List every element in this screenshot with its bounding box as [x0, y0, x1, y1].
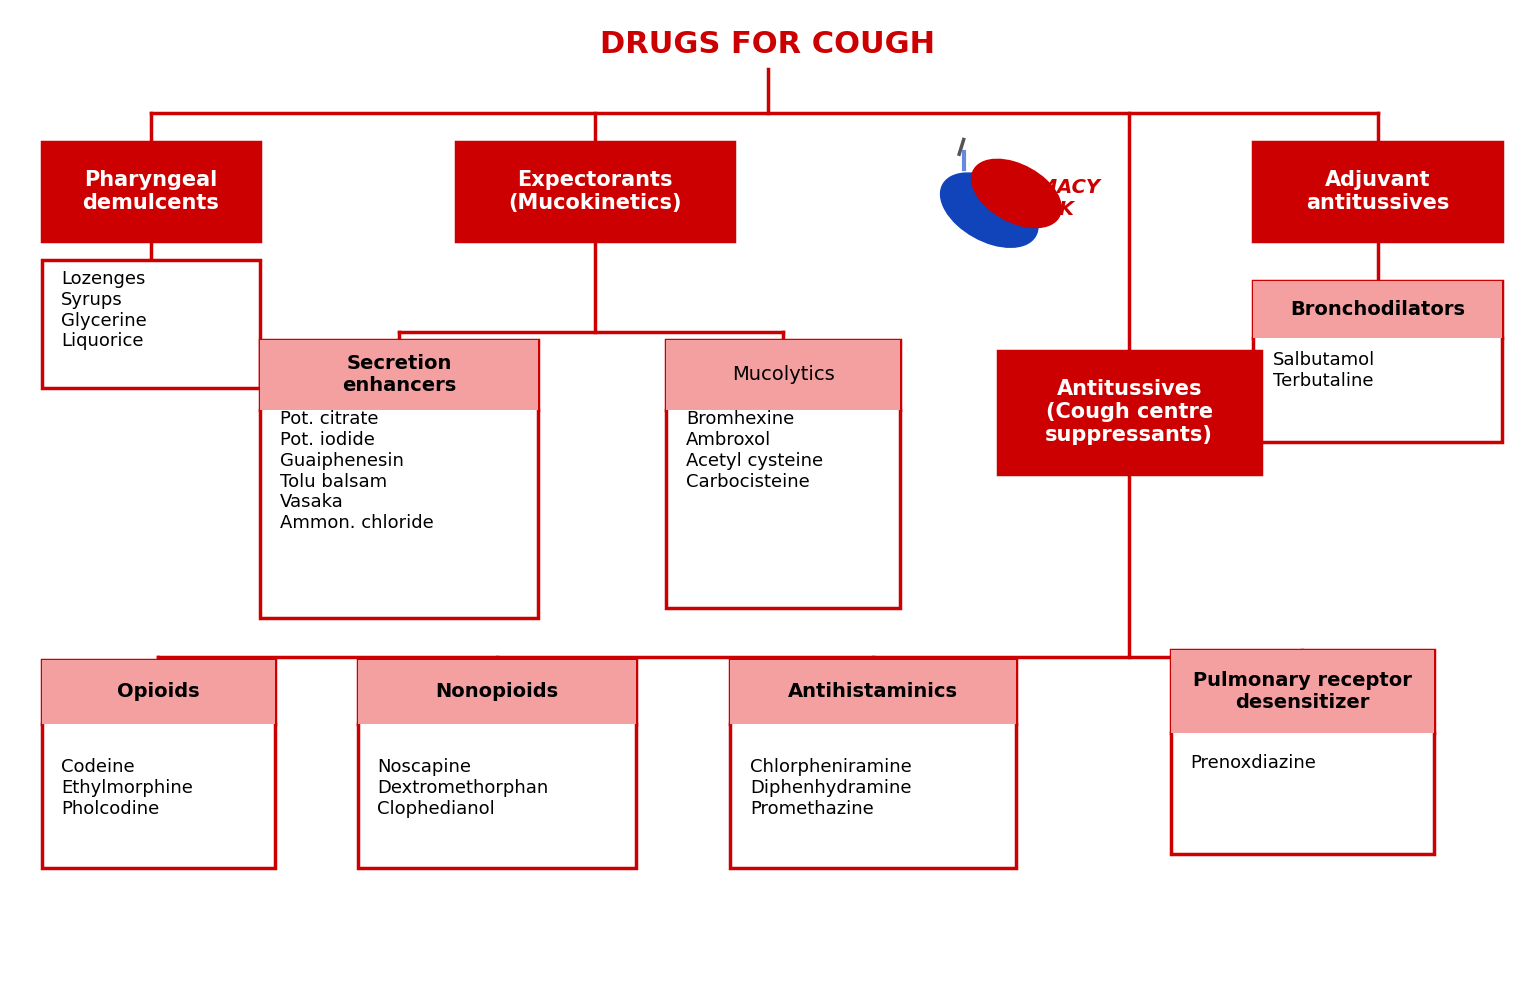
FancyBboxPatch shape — [667, 339, 900, 410]
Text: Pulmonary receptor
desensitizer: Pulmonary receptor desensitizer — [1193, 672, 1412, 713]
FancyBboxPatch shape — [1253, 142, 1502, 240]
FancyBboxPatch shape — [41, 260, 260, 387]
Text: Opioids: Opioids — [117, 683, 200, 702]
FancyBboxPatch shape — [667, 339, 900, 609]
Text: Bronchodilators: Bronchodilators — [1290, 299, 1465, 318]
Text: Expectorants
(Mucokinetics): Expectorants (Mucokinetics) — [508, 170, 682, 213]
Text: Secretion
enhancers: Secretion enhancers — [343, 354, 456, 395]
FancyBboxPatch shape — [1170, 650, 1435, 854]
Text: Noscapine
Dextromethorphan
Clophedianol: Noscapine Dextromethorphan Clophedianol — [378, 759, 548, 818]
FancyBboxPatch shape — [1253, 280, 1502, 441]
Text: Salbutamol
Terbutaline: Salbutamol Terbutaline — [1273, 351, 1375, 390]
FancyBboxPatch shape — [997, 351, 1261, 473]
Ellipse shape — [940, 173, 1038, 247]
FancyBboxPatch shape — [260, 339, 539, 619]
Text: Antihistaminics: Antihistaminics — [788, 683, 958, 702]
Text: Pot. citrate
Pot. iodide
Guaiphenesin
Tolu balsam
Vasaka
Ammon. chloride: Pot. citrate Pot. iodide Guaiphenesin To… — [280, 410, 433, 533]
FancyBboxPatch shape — [260, 339, 539, 410]
Text: Adjuvant
antitussives: Adjuvant antitussives — [1306, 170, 1450, 213]
Ellipse shape — [972, 159, 1061, 227]
Text: Chlorpheniramine
Diphenhydramine
Promethazine: Chlorpheniramine Diphenhydramine Prometh… — [750, 759, 912, 818]
Text: Prenoxdiazine: Prenoxdiazine — [1190, 754, 1316, 772]
Text: Bromhexine
Ambroxol
Acetyl cysteine
Carbocisteine: Bromhexine Ambroxol Acetyl cysteine Carb… — [687, 410, 823, 490]
Text: Mucolytics: Mucolytics — [731, 365, 834, 384]
Text: Pharyngeal
demulcents: Pharyngeal demulcents — [83, 170, 220, 213]
Text: Lozenges
Syrups
Glycerine
Liquorice: Lozenges Syrups Glycerine Liquorice — [61, 270, 147, 350]
Text: PHARMACY
FREAK: PHARMACY FREAK — [977, 178, 1100, 219]
Text: Antitussives
(Cough centre
suppressants): Antitussives (Cough centre suppressants) — [1046, 379, 1213, 445]
FancyBboxPatch shape — [41, 142, 260, 240]
FancyBboxPatch shape — [456, 142, 734, 240]
Text: DRUGS FOR COUGH: DRUGS FOR COUGH — [601, 30, 935, 59]
FancyBboxPatch shape — [41, 660, 275, 724]
FancyBboxPatch shape — [730, 660, 1017, 868]
Text: Nonopioids: Nonopioids — [436, 683, 559, 702]
FancyBboxPatch shape — [730, 660, 1017, 724]
FancyBboxPatch shape — [358, 660, 636, 868]
FancyBboxPatch shape — [1253, 280, 1502, 337]
FancyBboxPatch shape — [41, 660, 275, 868]
Text: Codeine
Ethylmorphine
Pholcodine: Codeine Ethylmorphine Pholcodine — [61, 759, 194, 818]
FancyBboxPatch shape — [358, 660, 636, 724]
FancyBboxPatch shape — [1170, 650, 1435, 734]
